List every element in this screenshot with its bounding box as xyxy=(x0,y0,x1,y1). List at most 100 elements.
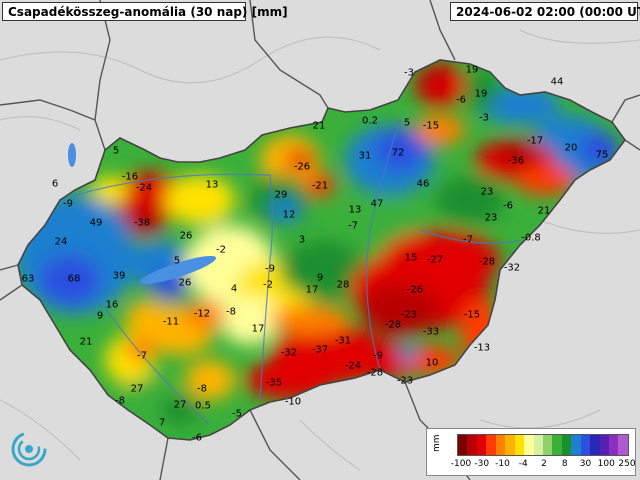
map-timestamp: 2024-06-02 02:00 (00:00 UTC) xyxy=(450,2,640,21)
legend-swatch xyxy=(618,435,628,455)
anomaly-value-label: 26 xyxy=(178,277,192,289)
legend-swatch xyxy=(458,435,468,455)
legend-tick-label: 8 xyxy=(561,459,568,469)
anomaly-value-label: -8 xyxy=(226,306,236,318)
anomaly-value-label: -16 xyxy=(121,171,139,183)
anomaly-value-label: -9 xyxy=(265,263,275,275)
anomaly-value-label: -3 xyxy=(404,67,414,79)
legend-swatch xyxy=(599,435,609,455)
anomaly-value-label: 68 xyxy=(67,273,81,285)
anomaly-value-label: -17 xyxy=(526,135,544,147)
anomaly-value-label: 49 xyxy=(89,217,103,229)
anomaly-value-label: -32 xyxy=(503,262,521,274)
anomaly-value-label: -27 xyxy=(426,254,444,266)
legend-tick-label: -100 xyxy=(450,459,472,469)
legend-tick-label: -10 xyxy=(495,459,510,469)
anomaly-value-label: 12 xyxy=(282,209,296,221)
legend-swatch xyxy=(533,435,543,455)
legend-unit: mm xyxy=(432,434,442,452)
anomaly-value-label: -10 xyxy=(284,396,302,408)
legend-swatch xyxy=(514,435,525,455)
legend-swatch xyxy=(609,435,619,455)
anomaly-value-label: -28 xyxy=(478,256,496,268)
anomaly-value-label: 3 xyxy=(298,234,306,246)
anomaly-value-label: 0.2 xyxy=(362,115,378,127)
legend-swatch xyxy=(571,435,581,455)
anomaly-value-label: 10 xyxy=(425,357,439,369)
anomaly-value-label: 9 xyxy=(96,310,104,322)
anomaly-value-label: -32 xyxy=(280,347,298,359)
anomaly-value-label: -35 xyxy=(265,377,283,389)
anomaly-value-label: -24 xyxy=(135,182,153,194)
anomaly-value-label: -15 xyxy=(463,309,481,321)
anomaly-value-label: 24 xyxy=(54,236,68,248)
anomaly-value-label: -2 xyxy=(216,244,226,256)
anomaly-value-label: 46 xyxy=(416,178,430,190)
legend-swatch xyxy=(505,435,515,455)
legend-tick-label: 30 xyxy=(579,459,592,469)
anomaly-value-label: 0.5 xyxy=(195,400,211,412)
anomaly-value-label: 9 xyxy=(316,272,324,284)
anomaly-value-label: 63 xyxy=(21,273,35,285)
anomaly-value-label: -15 xyxy=(422,120,440,132)
map-title: Csapadékösszeg-anomália (30 nap) [mm] xyxy=(2,2,288,21)
anomaly-value-label: 13 xyxy=(205,179,219,191)
anomaly-value-label: 5 xyxy=(403,117,411,129)
anomaly-value-label: 19 xyxy=(465,64,479,76)
anomaly-value-label: -8 xyxy=(115,395,125,407)
anomaly-value-label: 72 xyxy=(391,147,405,159)
anomaly-value-label: 31 xyxy=(358,150,372,162)
anomaly-value-label: -7 xyxy=(137,350,147,362)
anomaly-value-label: 27 xyxy=(130,383,144,395)
anomaly-value-label: 27 xyxy=(173,399,187,411)
legend-swatch xyxy=(524,435,534,455)
legend-swatch xyxy=(476,435,487,455)
anomaly-value-label: 5 xyxy=(112,145,120,157)
legend-tick-label: 250 xyxy=(618,459,636,469)
anomaly-value-label: 47 xyxy=(370,198,384,210)
anomaly-value-label: -11 xyxy=(162,316,180,328)
lake-balaton xyxy=(139,255,217,285)
anomaly-value-label: -13 xyxy=(473,342,491,354)
anomaly-value-label: -6 xyxy=(456,94,466,106)
legend-tick-label: 2 xyxy=(541,459,547,469)
legend-swatch xyxy=(590,435,600,455)
anomaly-value-label: 16 xyxy=(105,299,119,311)
anomaly-value-label: 19 xyxy=(474,88,488,100)
lake-neusiedl xyxy=(68,143,76,167)
legend-swatch xyxy=(542,435,553,455)
anomaly-value-label: -8 xyxy=(197,383,207,395)
anomaly-value-label: 13 xyxy=(348,204,362,216)
legend-swatch xyxy=(552,435,562,455)
legend-tick-label: -30 xyxy=(474,459,490,469)
anomaly-value-label: 6 xyxy=(51,178,59,190)
anomaly-value-label: -31 xyxy=(334,335,352,347)
legend-swatch xyxy=(580,435,591,455)
anomaly-value-label: -9 xyxy=(373,350,383,362)
anomaly-value-label: -24 xyxy=(344,360,362,372)
anomaly-value-label: 17 xyxy=(305,284,319,296)
rivers xyxy=(59,119,521,426)
anomaly-value-label: -0.8 xyxy=(521,232,541,244)
legend-tick-label: 100 xyxy=(597,459,615,469)
legend: mm -100 -30 -10 -4 2 8 30 100 250 xyxy=(426,428,636,476)
neighbour-detail xyxy=(0,29,640,471)
legend-tick-label: -4 xyxy=(518,459,528,469)
anomaly-value-label: -28 xyxy=(384,319,402,331)
anomaly-value-label: -36 xyxy=(507,155,525,167)
hungary-border xyxy=(17,59,626,441)
anomaly-value-label: -23 xyxy=(400,309,418,321)
anomaly-value-label: 29 xyxy=(274,189,288,201)
anomaly-value-label: 15 xyxy=(404,252,418,264)
legend-color-bar xyxy=(457,434,629,456)
service-logo-icon xyxy=(11,431,47,467)
anomaly-value-label: 21 xyxy=(79,336,93,348)
anomaly-value-label: -3 xyxy=(479,112,489,124)
anomaly-value-label: -26 xyxy=(293,161,311,173)
anomaly-value-label: -2 xyxy=(263,279,273,291)
anomaly-value-label: -6 xyxy=(503,200,513,212)
anomaly-value-label: -26 xyxy=(406,284,424,296)
anomaly-value-label: 28 xyxy=(336,279,350,291)
anomaly-value-label: 26 xyxy=(179,230,193,242)
anomaly-value-label: -38 xyxy=(133,217,151,229)
